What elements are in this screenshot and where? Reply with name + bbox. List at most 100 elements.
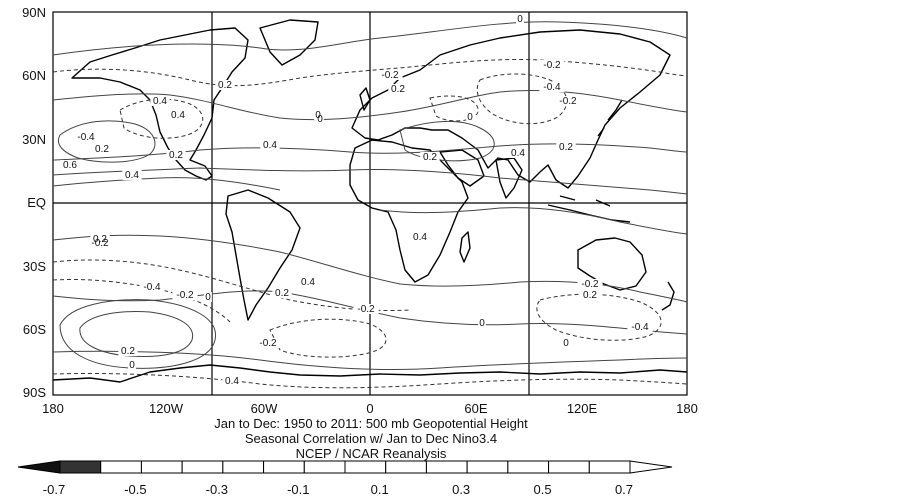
- contour-label-bg: [516, 14, 524, 24]
- longitude-labels: 180 120W 60W 0 60E 120E 180: [42, 401, 698, 416]
- contour-label: 0.4: [301, 277, 315, 288]
- contour-label-bg: [466, 112, 474, 122]
- contour-line: [429, 95, 479, 122]
- contour-label-bg: [73, 132, 99, 142]
- contour-line: [52, 350, 688, 371]
- colorbar-box: [181, 460, 224, 474]
- contour-label-bg: [255, 338, 281, 348]
- coast-madagascar: [459, 231, 471, 263]
- contour-label-bg: [556, 142, 576, 152]
- longitude-label: 180: [676, 401, 698, 416]
- latitude-labels: 90N 60N 30N EQ 30S 60S 90S: [22, 5, 46, 400]
- contour-line: [52, 259, 411, 312]
- contour-label: -0.4: [143, 282, 161, 293]
- contour-label: 0: [317, 114, 323, 125]
- contour-label-bg: [314, 110, 322, 120]
- latitude-label: 90S: [23, 385, 46, 400]
- contour-label: 0: [479, 318, 485, 329]
- contour-label: 0.4: [125, 170, 139, 181]
- colorbar-tick-label: 0.7: [615, 482, 633, 497]
- contour-label: 0: [315, 110, 321, 121]
- latitude-label: 60S: [23, 322, 46, 337]
- contour-label: -0.2: [259, 338, 277, 349]
- contours-solid: [52, 21, 688, 371]
- contour-label-bg: [128, 360, 136, 370]
- contour-label: 0.2: [95, 144, 109, 155]
- colorbar-box: [140, 460, 183, 474]
- contour-label: -0.2: [581, 279, 599, 290]
- colorbar-box: [425, 460, 468, 474]
- colorbar-box: [548, 460, 590, 474]
- contour-label-bg: [215, 80, 235, 90]
- contour-label: 0.2: [583, 290, 597, 301]
- contour-label-bg: [508, 148, 528, 158]
- contour-line: [476, 73, 567, 125]
- contour-label-bg: [298, 277, 318, 287]
- coast-eurasia: [351, 29, 671, 189]
- latitude-label: EQ: [27, 195, 46, 210]
- contour-label-bg: [222, 376, 242, 386]
- contour-label: 0.2: [423, 152, 437, 163]
- contour-label-bg: [577, 279, 603, 289]
- contour-label-bg: [410, 232, 430, 242]
- contour-label-bg: [139, 282, 165, 292]
- contour-line: [536, 293, 662, 341]
- contour-label: -0.4: [543, 82, 561, 93]
- contour-label: 0.2: [391, 84, 405, 95]
- coast-africa: [349, 139, 469, 283]
- contour-label: 0: [517, 14, 523, 25]
- contour-line: [52, 167, 688, 195]
- map-caption: Jan to Dec: 1950 to 2011: 500 mb Geopote…: [180, 416, 562, 461]
- contour-label: 0.4: [171, 110, 185, 121]
- contour-label-bg: [478, 318, 486, 328]
- contour-label-bg: [166, 150, 186, 160]
- contour-label: 0: [129, 360, 135, 371]
- contour-label: 0.4: [225, 376, 239, 387]
- contour-label-bg: [539, 82, 565, 92]
- colorbar-box: [466, 460, 509, 474]
- coast-uk: [359, 87, 371, 111]
- longitude-label: 120W: [149, 401, 184, 416]
- colorbar-tick-label: -0.3: [206, 482, 228, 497]
- colorbar-box: [588, 460, 631, 474]
- contour-labels: 0-0.20.20.4-0.40.20.40.60.400.2-0.200.2 0…: [60, 14, 653, 387]
- contour-label: 0.2: [93, 234, 107, 245]
- colorbar-box: [303, 460, 346, 474]
- colorbar-box: [263, 460, 305, 474]
- contour-label: -0.4: [77, 132, 95, 143]
- coast-japan: [597, 99, 623, 137]
- contour-line: [59, 299, 216, 369]
- colorbar-tick-labels: -0.7 -0.5 -0.3 -0.1 0.1 0.3 0.5 0.7: [43, 482, 633, 497]
- contour-line: [52, 290, 688, 335]
- longitude-label: 120E: [567, 401, 598, 416]
- contour-label-bg: [272, 288, 292, 298]
- contour-label: -0.2: [559, 96, 577, 107]
- coast-antarctica: [52, 364, 688, 383]
- colorbar-tick-label: -0.1: [287, 482, 309, 497]
- contour-label-bg: [377, 70, 403, 80]
- caption-line-2: Seasonal Correlation w/ Jan to Dec Nino3…: [244, 431, 498, 446]
- colorbar-box: [507, 460, 550, 474]
- contour-line: [57, 120, 156, 163]
- contour-label: 0.4: [263, 140, 277, 151]
- colorbar-box: [59, 460, 102, 474]
- contour-label-bg: [150, 96, 170, 106]
- contour-label: 0.4: [153, 96, 167, 107]
- contour-label: 0.2: [559, 142, 573, 153]
- contour-label-bg: [60, 160, 80, 170]
- contour-label: 0: [467, 112, 473, 123]
- caption-line-3: NCEP / NCAR Reanalysis: [295, 446, 447, 461]
- contour-label-bg: [580, 290, 600, 300]
- coast-greenland: [259, 19, 319, 66]
- colorbar-box: [100, 460, 142, 474]
- longitude-label: 180: [42, 401, 64, 416]
- colorbar-box: [344, 460, 387, 474]
- contour-label: 0.2: [121, 346, 135, 357]
- longitude-label: 60E: [464, 401, 487, 416]
- colorbar-arrow-right: [629, 460, 673, 474]
- contour-line: [269, 318, 387, 358]
- colorbar-tick-label: 0.5: [534, 482, 552, 497]
- contour-label: 0.2: [218, 80, 232, 91]
- contour-label: 0.2: [275, 288, 289, 299]
- contour-label-bg: [420, 152, 440, 162]
